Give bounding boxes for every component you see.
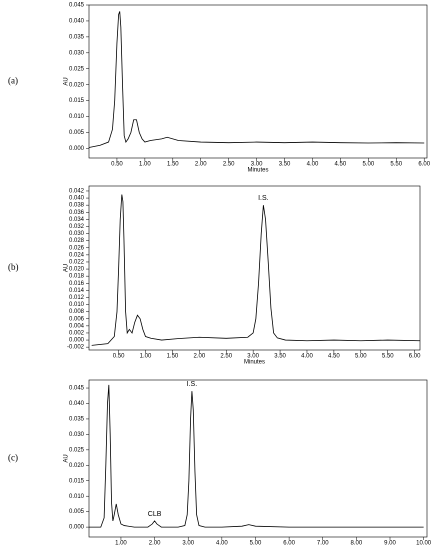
y-tick-label: 0.040 — [69, 196, 85, 202]
y-tick-label: 0.030 — [69, 50, 85, 56]
y-tick-label: 0.015 — [69, 98, 85, 104]
panel-label: (b) — [8, 262, 19, 272]
y-tick-label: 0.015 — [69, 478, 85, 484]
chromatogram-trace — [89, 384, 424, 528]
x-tick-label: 5.00 — [362, 162, 374, 168]
x-tick-label: 9.00 — [384, 541, 396, 547]
y-tick-label: 0.030 — [69, 231, 85, 237]
x-tick-label: 2.50 — [220, 354, 232, 360]
x-tick-label: 4.50 — [335, 162, 347, 168]
y-tick-label: 0.000 — [69, 146, 85, 152]
y-tick-label: 0.020 — [69, 82, 85, 88]
y-tick-label: 0.045 — [69, 386, 85, 392]
y-tick-label: 0.038 — [69, 203, 85, 209]
y-tick-label: 0.018 — [69, 274, 85, 280]
x-tick-label: 2.00 — [193, 354, 205, 360]
y-axis-label: AU — [64, 454, 70, 462]
x-tick-label: 1.00 — [115, 541, 127, 547]
y-tick-label: 0.036 — [69, 210, 85, 216]
plot-frame — [88, 185, 421, 351]
x-tick-label: 3.50 — [274, 354, 286, 360]
y-tick-label: 0.020 — [69, 463, 85, 469]
y-tick-label: -0.002 — [67, 345, 85, 351]
y-tick-label: 0.042 — [69, 189, 85, 195]
x-axis-label: Minutes — [247, 168, 268, 174]
y-axis-label: AU — [64, 264, 70, 272]
chromatogram-trace — [88, 11, 425, 148]
x-tick-label: 1.50 — [167, 162, 179, 168]
y-tick-label: 0.045 — [69, 3, 85, 9]
y-tick-label: 0.010 — [69, 114, 85, 120]
x-tick-label: 3.50 — [279, 162, 291, 168]
y-tick-label: 0.004 — [69, 323, 85, 329]
y-tick-label: 0.008 — [69, 309, 85, 315]
chromatogram-trace — [91, 194, 421, 346]
y-tick-label: 0.025 — [69, 66, 85, 72]
x-tick-label: 4.50 — [328, 354, 340, 360]
x-tick-label: 6.00 — [283, 541, 295, 547]
x-tick-label: 5.50 — [390, 162, 402, 168]
y-tick-label: 0.026 — [69, 245, 85, 251]
y-tick-label: 0.010 — [69, 494, 85, 500]
x-tick-label: 8.00 — [351, 541, 363, 547]
y-tick-label: 0.035 — [69, 34, 85, 40]
y-tick-label: 0.005 — [69, 509, 85, 515]
x-tick-label: 1.00 — [140, 354, 152, 360]
y-tick-label: 0.012 — [69, 295, 85, 301]
x-tick-label: 1.00 — [139, 162, 151, 168]
x-tick-label: 0.50 — [113, 354, 125, 360]
x-tick-label: 2.00 — [195, 162, 207, 168]
x-tick-label: 7.00 — [317, 541, 329, 547]
x-tick-label: 5.00 — [250, 541, 262, 547]
y-tick-label: 0.020 — [69, 267, 85, 273]
x-tick-label: 6.00 — [409, 354, 421, 360]
x-tick-label: 4.00 — [301, 354, 313, 360]
panel-label: (a) — [8, 76, 18, 86]
plot-frame — [88, 379, 428, 538]
y-tick-label: 0.010 — [69, 302, 85, 308]
x-tick-label: 3.00 — [251, 162, 263, 168]
y-tick-label: 0.000 — [69, 525, 85, 531]
x-tick-label: 2.00 — [149, 541, 161, 547]
peak-annotation: I.S. — [187, 381, 198, 388]
peak-annotation: I.S. — [258, 195, 269, 202]
x-tick-label: 1.50 — [167, 354, 179, 360]
y-tick-label: 0.002 — [69, 331, 85, 337]
x-axis-label: Minutes — [244, 360, 265, 366]
y-tick-label: 0.035 — [69, 417, 85, 423]
y-tick-label: 0.006 — [69, 316, 85, 322]
y-tick-label: 0.022 — [69, 260, 85, 266]
y-tick-label: 0.040 — [69, 401, 85, 407]
y-tick-label: 0.005 — [69, 130, 85, 136]
y-axis-label: AU — [64, 77, 70, 85]
x-tick-label: 4.00 — [216, 541, 228, 547]
y-tick-label: 0.034 — [69, 217, 85, 223]
y-tick-label: 0.000 — [69, 338, 85, 344]
x-tick-label: 5.00 — [355, 354, 367, 360]
y-tick-label: 0.025 — [69, 447, 85, 453]
plot-frame — [88, 4, 428, 159]
x-tick-label: 3.00 — [247, 354, 259, 360]
y-tick-label: 0.028 — [69, 238, 85, 244]
x-tick-label: 2.50 — [223, 162, 235, 168]
y-tick-label: 0.016 — [69, 281, 85, 287]
y-tick-label: 0.024 — [69, 252, 85, 258]
y-tick-label: 0.040 — [69, 19, 85, 25]
x-tick-label: 10.00 — [416, 541, 432, 547]
y-tick-label: 0.014 — [69, 288, 85, 294]
x-tick-label: 5.50 — [382, 354, 394, 360]
y-tick-label: 0.030 — [69, 432, 85, 438]
y-tick-label: 0.032 — [69, 224, 85, 230]
x-tick-label: 0.50 — [111, 162, 123, 168]
panel-label: (c) — [8, 453, 18, 463]
x-tick-label: 4.00 — [307, 162, 319, 168]
x-tick-label: 6.00 — [418, 162, 430, 168]
peak-annotation: CLB — [148, 511, 162, 518]
x-tick-label: 3.00 — [182, 541, 194, 547]
